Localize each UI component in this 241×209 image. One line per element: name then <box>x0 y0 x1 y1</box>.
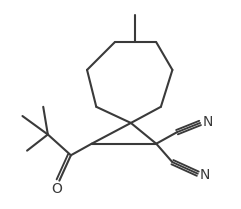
Text: N: N <box>202 115 213 129</box>
Text: N: N <box>200 168 210 182</box>
Text: O: O <box>52 182 62 196</box>
